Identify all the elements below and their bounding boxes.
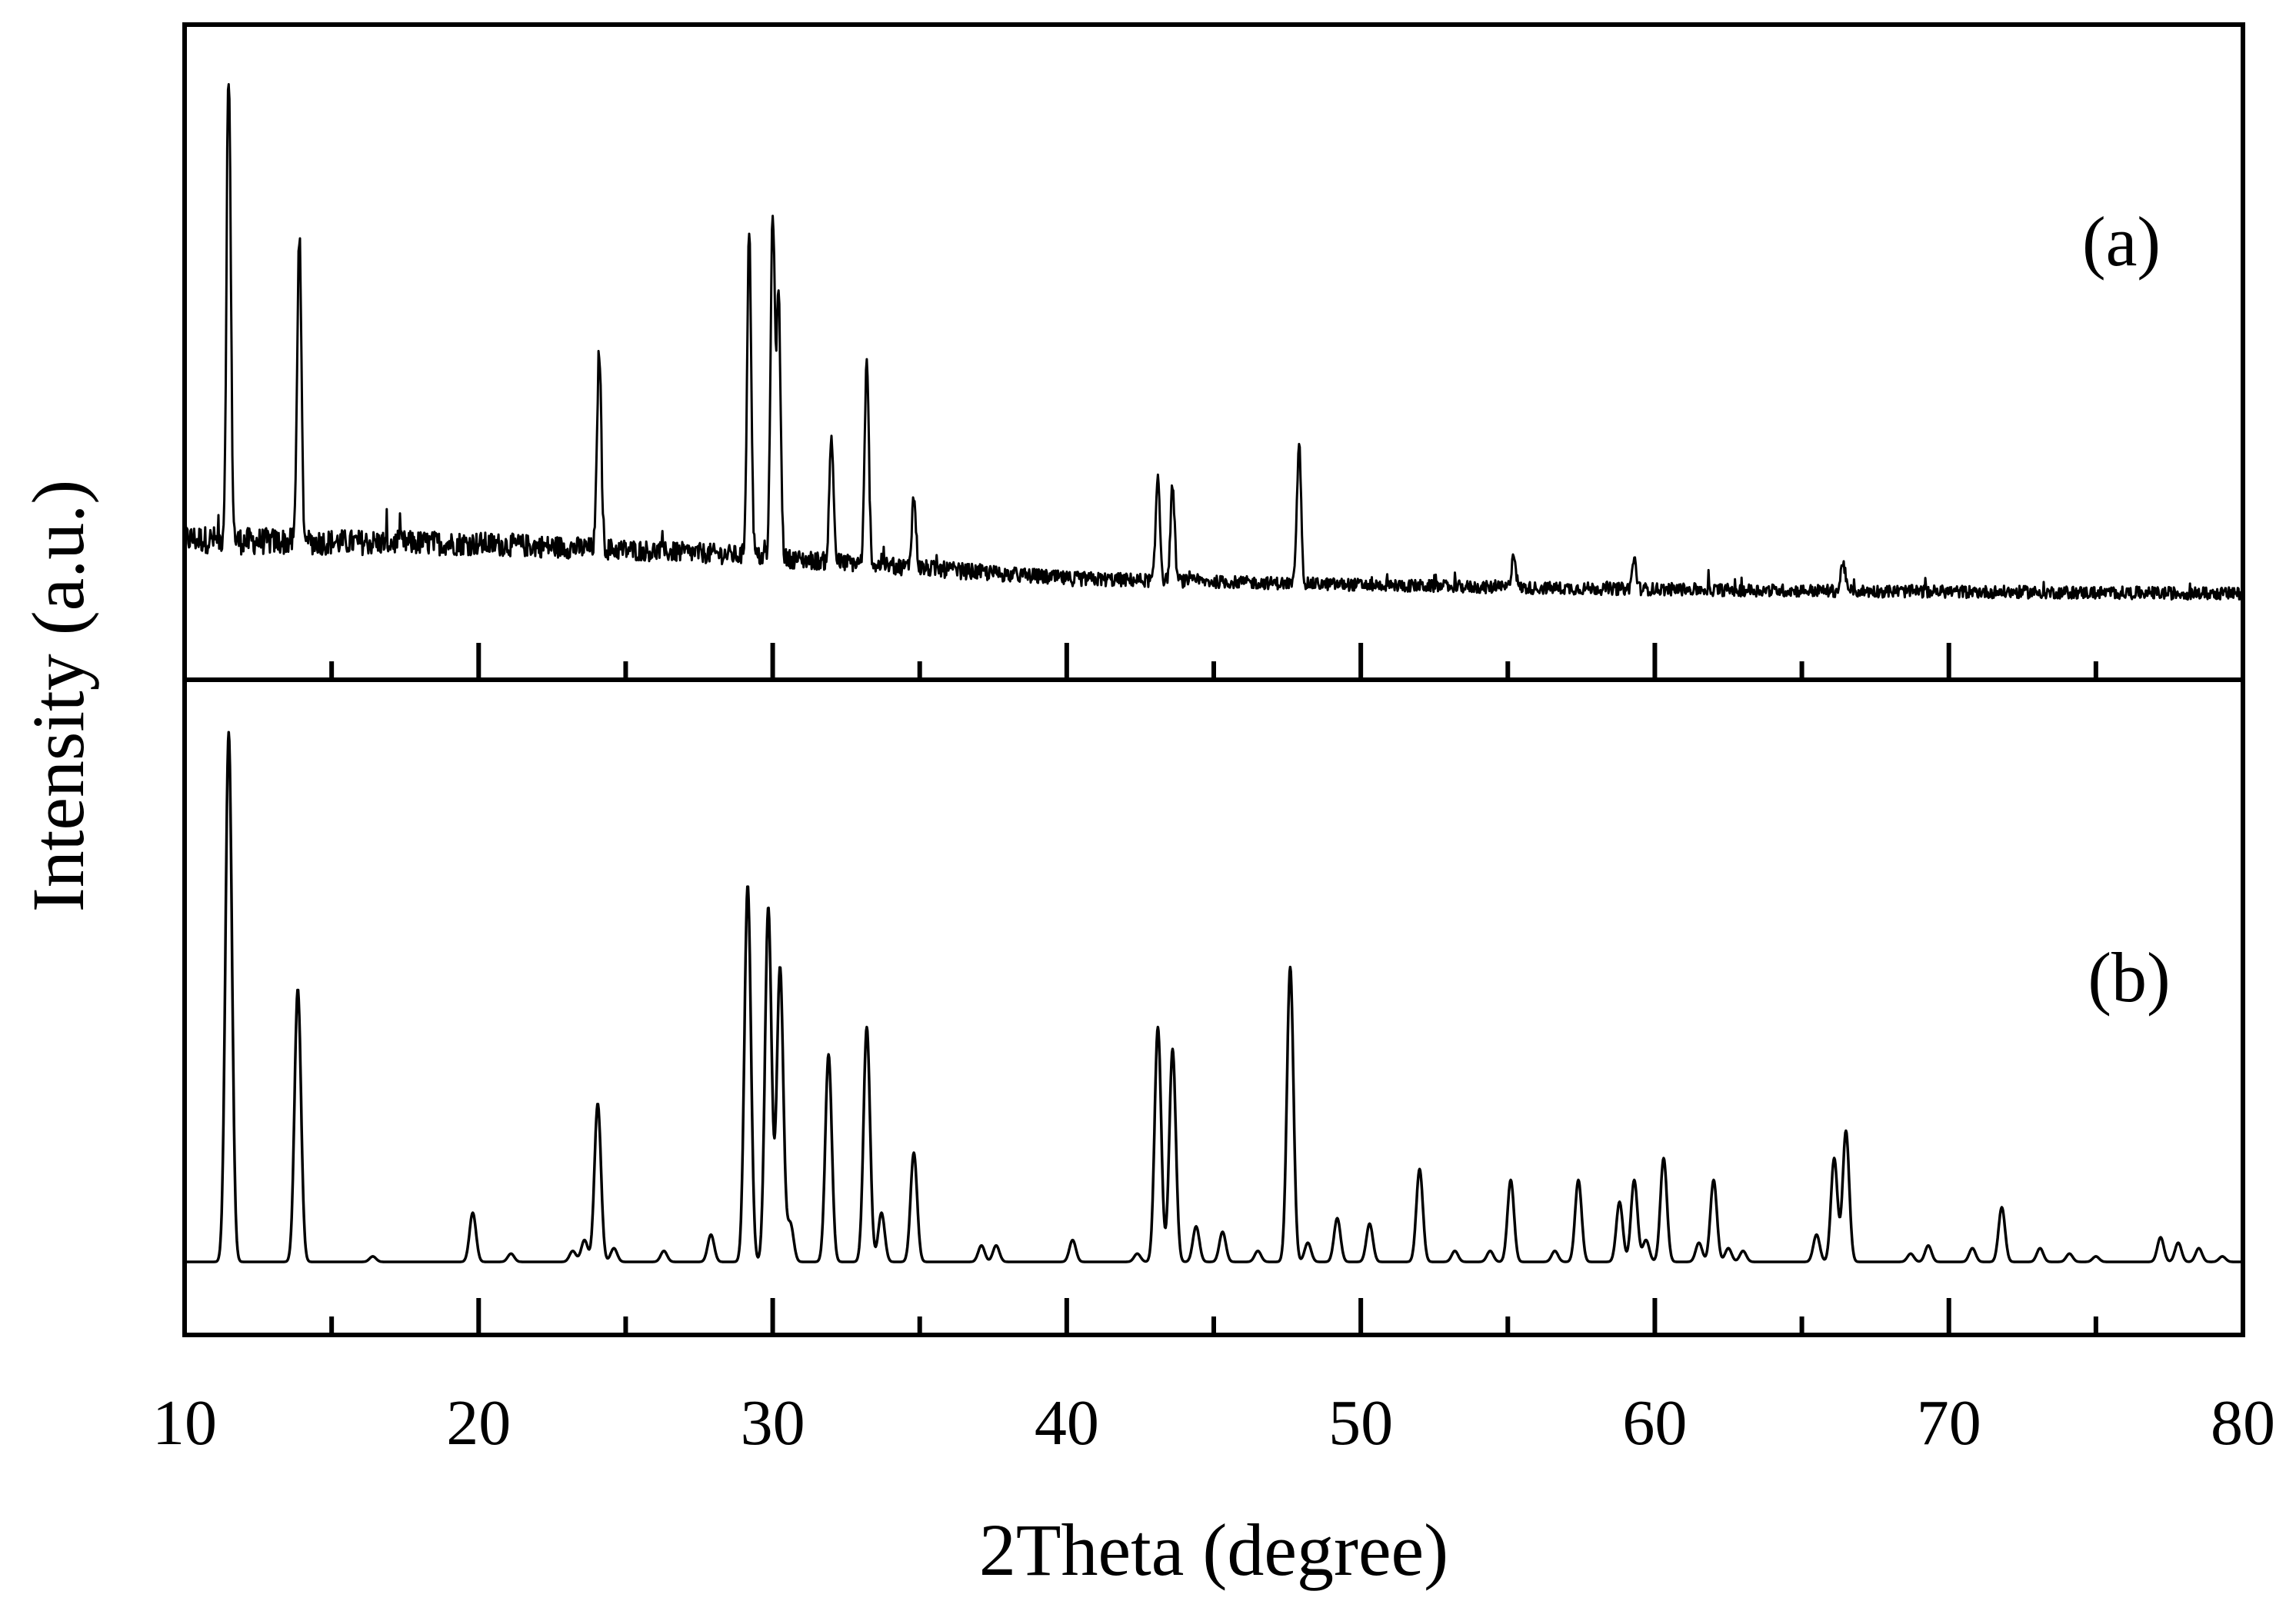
x-tick-label-30: 30 (741, 1387, 805, 1459)
x-tick-label-60: 60 (1622, 1387, 1687, 1459)
panel-a-series-line (183, 83, 2244, 601)
panel-a-label: (a) (2082, 202, 2161, 281)
panel-b-x-ticks (329, 1298, 2098, 1335)
panel-b-frame (182, 677, 2245, 1337)
x-tick-label-20: 20 (446, 1387, 511, 1459)
x-tick-label-70: 70 (1917, 1387, 1981, 1459)
panel-b-label: (b) (2088, 938, 2170, 1017)
x-tick-label-10: 10 (152, 1387, 217, 1459)
x-tick-label-40: 40 (1035, 1387, 1099, 1459)
panel-b: (b) (182, 677, 2245, 1337)
panel-b-series-line (184, 731, 2244, 1263)
panel-a: (a) (182, 22, 2245, 682)
x-tick-label-80: 80 (2211, 1387, 2275, 1459)
x-axis-title: 2Theta (degree) (979, 1509, 1448, 1591)
panel-a-x-ticks (329, 643, 2098, 680)
x-tick-labels: 10 20 30 40 50 60 70 80 (152, 1387, 2275, 1459)
y-axis-title: Intensity (a.u.) (17, 480, 99, 913)
x-tick-label-50: 50 (1328, 1387, 1393, 1459)
